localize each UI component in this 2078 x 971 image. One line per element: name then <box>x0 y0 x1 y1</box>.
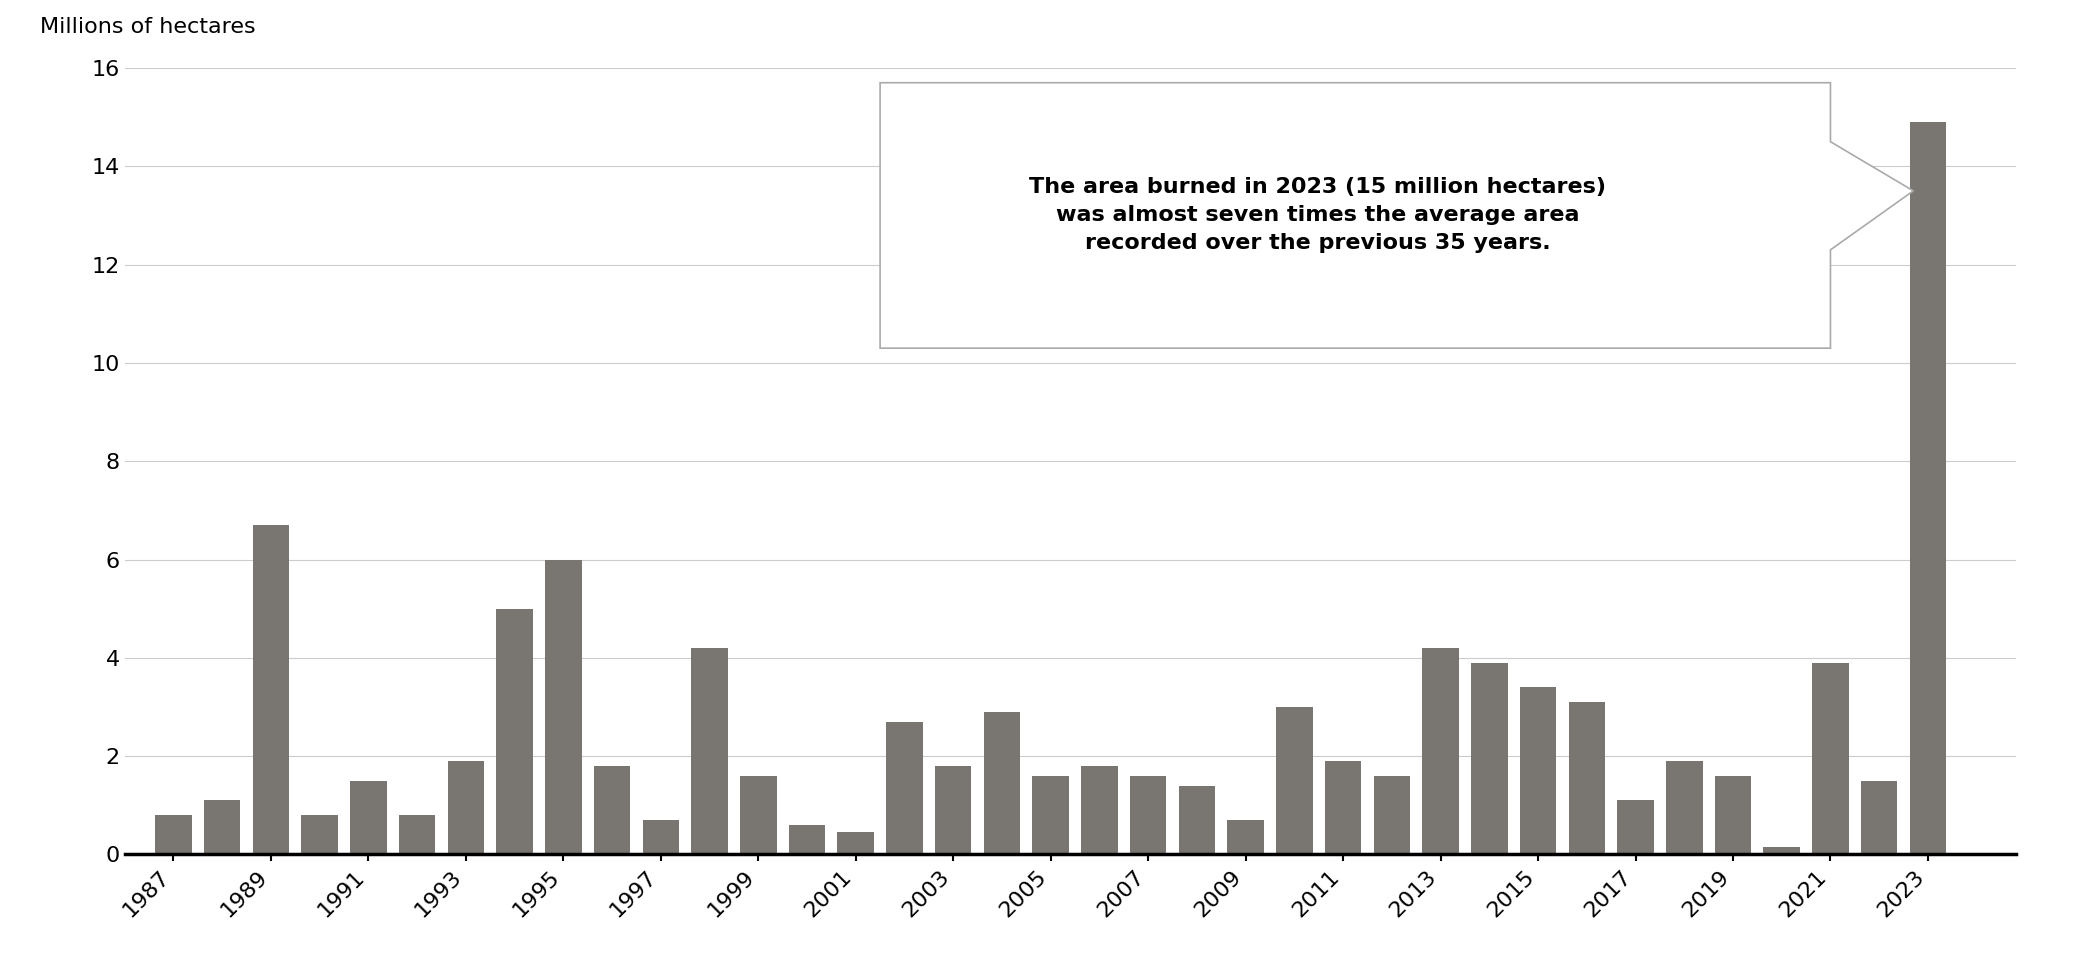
Bar <box>1374 776 1411 854</box>
Bar <box>1471 663 1507 854</box>
Bar <box>983 712 1020 854</box>
Bar <box>1617 800 1654 854</box>
Bar <box>692 648 727 854</box>
Bar <box>885 721 923 854</box>
Bar <box>1569 702 1604 854</box>
Bar <box>497 609 532 854</box>
Bar <box>1667 761 1702 854</box>
Bar <box>1081 766 1118 854</box>
Bar <box>790 825 825 854</box>
Bar <box>1421 648 1459 854</box>
Bar <box>301 816 339 854</box>
Bar <box>1033 776 1068 854</box>
Bar <box>837 832 875 854</box>
Bar <box>1862 781 1897 854</box>
Bar <box>1130 776 1166 854</box>
Bar <box>1228 820 1263 854</box>
Text: The area burned in 2023 (15 million hectares)
was almost seven times the average: The area burned in 2023 (15 million hect… <box>1029 178 1606 253</box>
Bar <box>642 820 680 854</box>
Bar <box>1910 122 1947 854</box>
Polygon shape <box>881 83 1914 349</box>
Bar <box>1519 687 1556 854</box>
Bar <box>935 766 973 854</box>
Bar <box>1276 707 1313 854</box>
Text: Millions of hectares: Millions of hectares <box>39 17 256 37</box>
Bar <box>1178 786 1216 854</box>
Bar <box>1812 663 1849 854</box>
Bar <box>594 766 630 854</box>
Bar <box>349 781 387 854</box>
Bar <box>447 761 484 854</box>
Bar <box>1714 776 1752 854</box>
Bar <box>1764 847 1800 854</box>
Bar <box>544 559 582 854</box>
Bar <box>156 816 191 854</box>
Bar <box>204 800 241 854</box>
Bar <box>740 776 777 854</box>
Bar <box>1326 761 1361 854</box>
Bar <box>399 816 436 854</box>
Bar <box>254 525 289 854</box>
